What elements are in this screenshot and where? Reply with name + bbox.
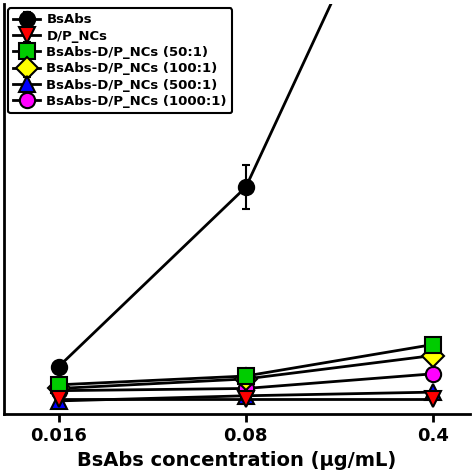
Legend: BsAbs, D/P_NCs, BsAbs-D/P_NCs (50:1), BsAbs-D/P_NCs (100:1), BsAbs-D/P_NCs (500:: BsAbs, D/P_NCs, BsAbs-D/P_NCs (50:1), Bs… <box>8 8 232 113</box>
X-axis label: BsAbs concentration (μg/mL): BsAbs concentration (μg/mL) <box>77 451 397 470</box>
